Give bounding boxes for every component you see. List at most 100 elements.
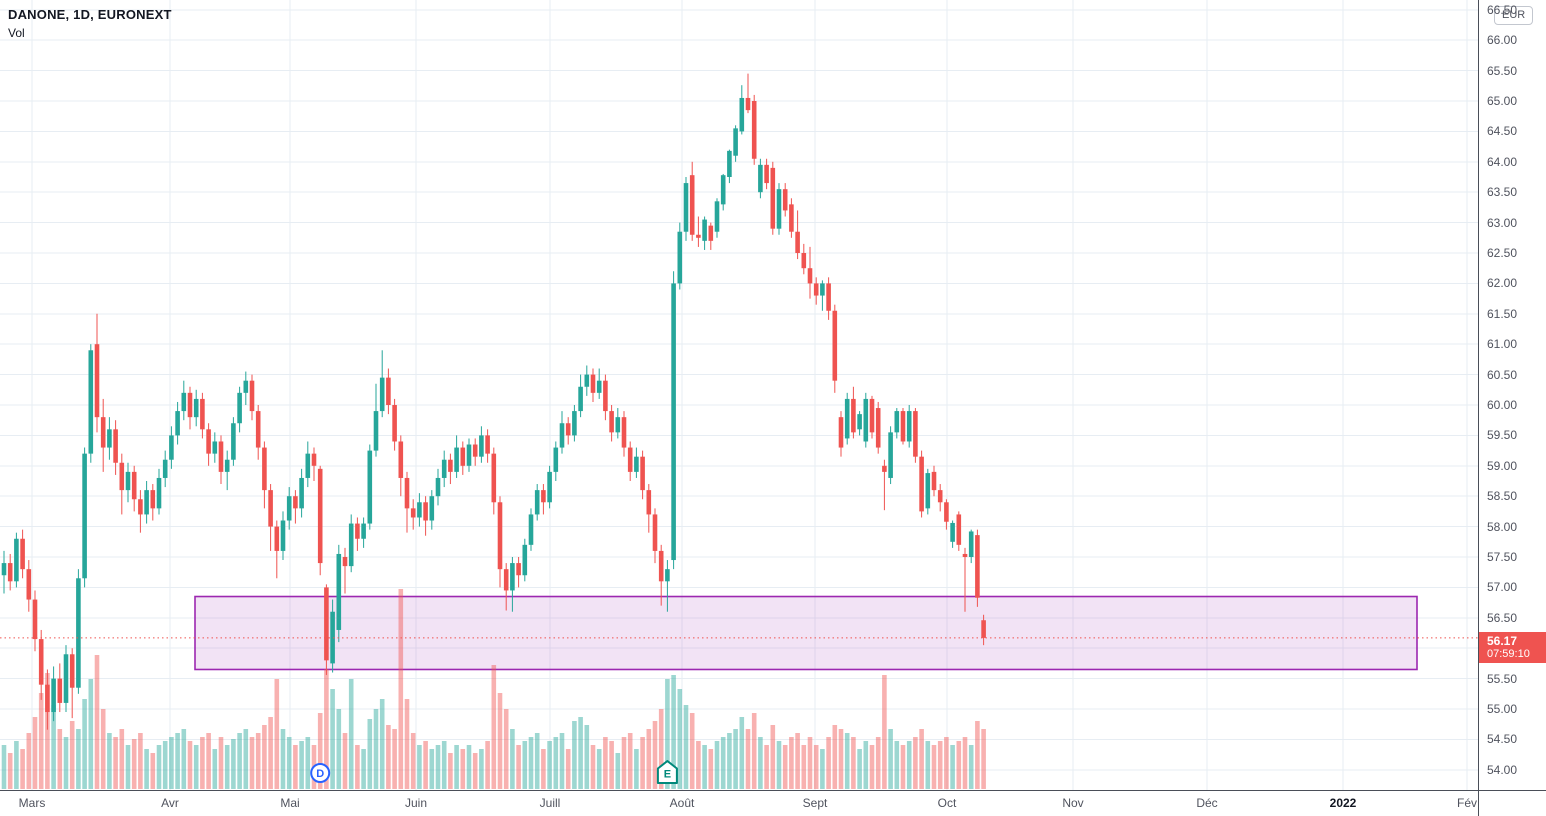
time-tick-label: Sept [802,796,828,810]
candle [336,553,342,630]
candle [547,471,552,503]
volume-bar [671,675,676,789]
volume-bar [441,741,447,789]
candle [280,520,286,551]
candle [634,456,639,472]
volume-bar [875,737,881,789]
candle [131,471,137,500]
candle [224,459,230,472]
volume-bar [212,749,218,789]
volume-bar [63,737,69,789]
candle [14,538,19,582]
candle [640,456,645,491]
price-tick-label: 60.00 [1487,398,1518,412]
candle [119,462,125,491]
candle [348,523,354,567]
candle [820,283,825,296]
volume-bar [683,705,689,789]
candle [231,423,236,460]
volume-bar [26,733,32,789]
volume-bar [218,737,224,789]
volume-bar [528,737,534,789]
volume-bar [330,689,335,789]
volume-bar [590,745,596,789]
volume-bar [621,737,627,789]
volume-bar [714,741,720,789]
volume-bar [720,737,726,789]
volume-bar [596,749,602,789]
volume-bar [968,745,974,789]
candle [770,167,776,229]
time-tick-label: Juill [539,796,561,810]
volume-bar [510,729,515,789]
volume-bar [435,745,441,789]
candle [975,535,980,598]
candle [844,398,850,439]
candle [584,374,590,387]
volume-bar [342,733,348,789]
price-tick-label: 64.00 [1487,154,1518,169]
candle [361,523,366,539]
candle [541,490,546,503]
time-tick-label: Août [669,796,695,810]
volume-bar [193,745,199,789]
candle [398,441,404,478]
price-tick-label: 60.50 [1487,367,1518,382]
candle [491,453,497,503]
volume-bar [882,675,887,789]
volume-bar [243,729,249,789]
volume-bar [38,693,44,789]
volume-bar [534,733,540,789]
candle [218,441,224,472]
earnings-marker[interactable] [656,760,678,784]
candle [373,411,379,451]
candle [324,587,329,661]
candle [138,499,143,515]
candle [410,508,416,518]
volume-bar [801,745,807,789]
volume-bar [962,737,968,789]
volume-bar [472,753,478,789]
volume-bar [367,719,373,789]
candle [950,522,955,542]
time-tick-label: Juin [404,796,428,810]
candle [175,411,180,436]
candle [299,477,304,509]
volume-bar [479,749,484,789]
volume-bar [119,729,125,789]
candle [472,444,478,457]
volume-bar [665,679,670,789]
candle [26,569,32,600]
candle [789,204,794,232]
candle [206,429,211,454]
time-tick-label: Avr [161,796,179,810]
price-tick-label: 55.00 [1487,702,1518,716]
candle [534,490,540,515]
price-tick-label: 54.50 [1487,732,1518,747]
volume-bar [200,737,205,789]
candle [503,569,509,591]
candle [826,283,831,311]
time-tick-label: Déc [1196,796,1218,810]
time-axis[interactable]: Mars Avr Mai Juin Juill Août Sept Oct Nov Déc 2022… [0,790,1546,816]
candle [733,128,738,156]
support-zone[interactable] [194,595,1418,671]
dividend-marker[interactable] [310,763,331,783]
symbol-title[interactable]: DANONE, 1D, EURONEXT [8,7,172,22]
price-tick-label: 54.00 [1487,762,1518,777]
candle [479,435,484,457]
price-tick-label: 62.50 [1487,246,1518,260]
price-axis[interactable]: EUR 66.50 66.00 65.50 65.00 64.50 64.00 63.50 6… [1478,0,1546,816]
candle [1,563,7,576]
candle [255,411,261,448]
time-tick-label: Fév [1456,796,1478,810]
volume-bar [100,709,106,789]
volume-bar [224,745,230,789]
volume-bar [745,729,751,789]
currency-badge[interactable]: EUR [1494,6,1534,25]
volume-indicator-label[interactable]: Vol [8,26,25,40]
candle [485,435,490,454]
candle [968,531,974,557]
